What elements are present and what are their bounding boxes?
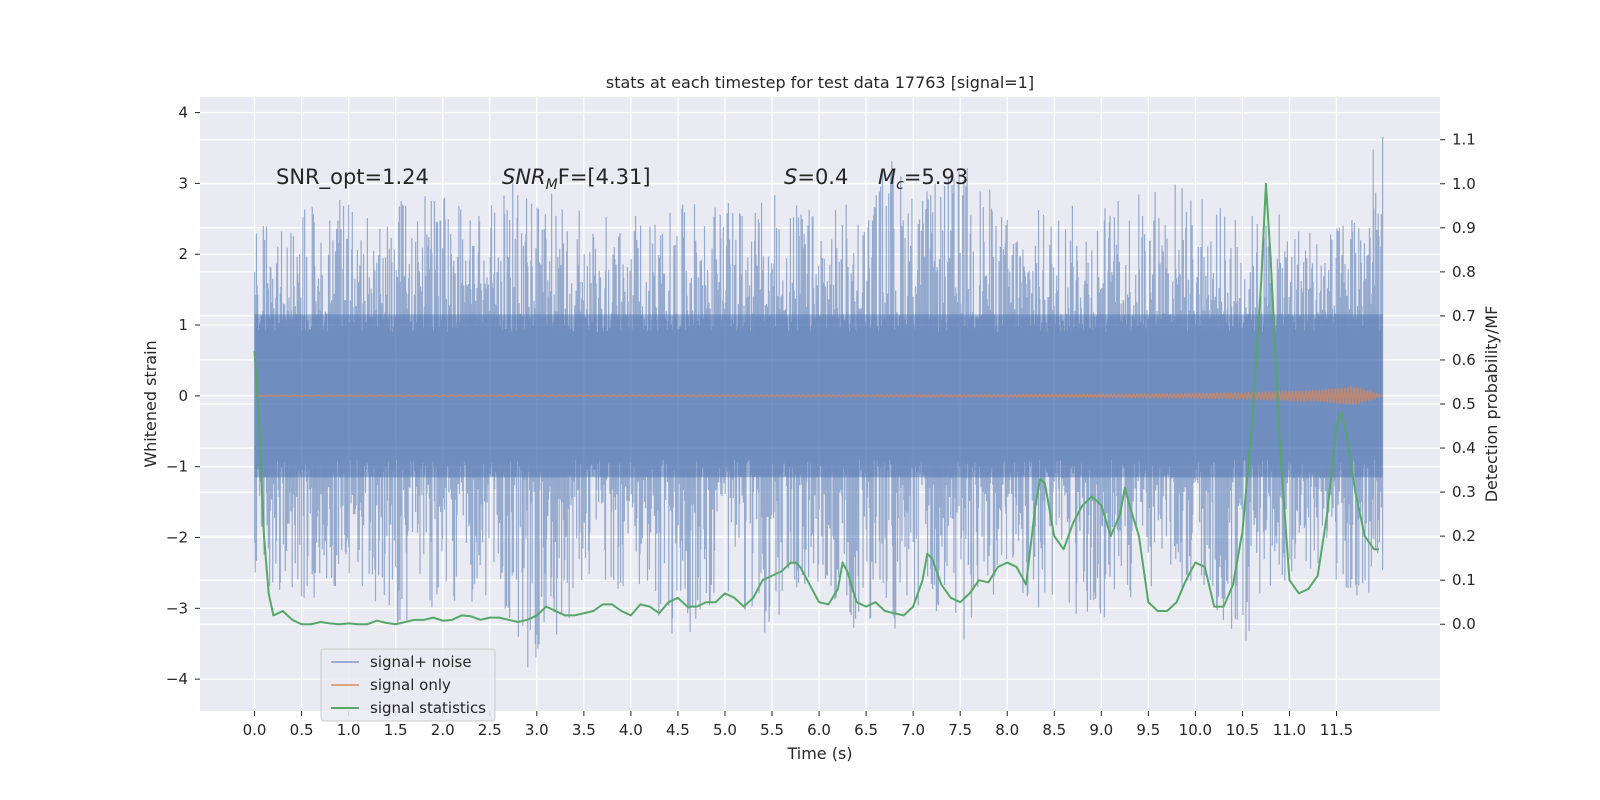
annotation-s-value: =0.4 (797, 165, 848, 189)
y-tick-label: 0 (178, 387, 188, 405)
y2-axis-label: Detection probability/MF (1482, 306, 1501, 503)
x-tick-label: 0.0 (243, 721, 267, 739)
y-tick-label: −3 (166, 599, 188, 617)
y2-tick-label: 0.5 (1452, 395, 1476, 413)
y-tick-label: 4 (178, 104, 188, 122)
x-tick-label: 5.5 (760, 721, 784, 739)
annotation-snr-mf-base: SNR (502, 165, 546, 189)
legend: signal+ noise signal only signal statist… (320, 648, 496, 722)
x-tick-label: 2.0 (431, 721, 455, 739)
signal-only-line (254, 384, 1383, 406)
x-tick-label: 6.0 (807, 721, 831, 739)
x-tick-label: 5.0 (713, 721, 737, 739)
y-tick-label: −4 (166, 670, 188, 688)
x-axis-label: Time (s) (786, 744, 852, 763)
x-tick-labels: 0.0 0.5 1.0 1.5 2.0 2.5 3.0 3.5 4.0 4.5 5.0 5.5 6.0 6… (243, 711, 1353, 739)
x-tick-label: 7.0 (901, 721, 925, 739)
signal-statistics-series (253, 182, 1379, 626)
x-tick-label: 6.5 (854, 721, 878, 739)
x-tick-label: 1.5 (384, 721, 408, 739)
legend-box (320, 648, 496, 722)
chart-title: stats at each timestep for test data 177… (606, 73, 1034, 92)
annotation-mc-value: =5.93 (904, 165, 968, 189)
annotation-mc: Mc=5.93 (878, 165, 968, 193)
y2-tick-label: 1.1 (1452, 131, 1476, 149)
x-tick-label: 10.5 (1226, 721, 1259, 739)
y-axis-label: Whitened strain (141, 340, 160, 467)
y-tick-label: 3 (178, 174, 188, 192)
y2-tick-label: 0.8 (1452, 263, 1476, 281)
legend-label-signal-only: signal only (370, 676, 451, 694)
x-tick-label: 9.0 (1089, 721, 1113, 739)
legend-label-signal-statistics: signal statistics (370, 699, 486, 717)
annotation-mc-sub: c (896, 177, 904, 193)
annotation-s: S=0.4 (784, 165, 848, 189)
y-tick-label: −1 (166, 458, 188, 476)
x-tick-label: 9.5 (1136, 721, 1160, 739)
x-tick-label: 0.5 (290, 721, 314, 739)
y2-tick-label: 1.0 (1452, 175, 1476, 193)
y2-tick-label: 0.7 (1452, 307, 1476, 325)
y2-tick-labels: 1.1 1.0 0.9 0.8 0.7 0.6 0.5 0.4 0.3 0.2 0.1 0.0 (1440, 131, 1476, 633)
y2-tick-label: 0.9 (1452, 219, 1476, 237)
x-tick-label: 4.5 (666, 721, 690, 739)
y2-tick-label: 0.0 (1452, 615, 1476, 633)
annotation-snr-mf-sub: M (546, 177, 558, 193)
y2-tick-label: 0.6 (1452, 351, 1476, 369)
signal-statistics-line (253, 182, 1379, 626)
x-tick-label: 7.5 (948, 721, 972, 739)
signal-only-series (254, 384, 1383, 406)
x-tick-label: 2.5 (478, 721, 502, 739)
annotation-mc-symbol: M (878, 165, 896, 189)
y2-tick-label: 0.2 (1452, 527, 1476, 545)
y-tick-label: 2 (178, 245, 188, 263)
x-tick-label: 10.0 (1179, 721, 1212, 739)
x-tick-label: 4.0 (619, 721, 643, 739)
legend-label-signal-noise: signal+ noise (370, 653, 472, 671)
x-tick-label: 11.5 (1320, 721, 1353, 739)
y2-tick-label: 0.3 (1452, 483, 1476, 501)
y-tick-label: −2 (166, 528, 188, 546)
annotation-snr-mf: SNRMF=[4.31] (502, 165, 651, 193)
y-tick-labels: 4 3 2 1 0 −1 −2 −3 −4 (166, 104, 200, 688)
x-tick-label: 3.0 (525, 721, 549, 739)
x-tick-label: 1.0 (337, 721, 361, 739)
annotation-s-symbol: S (784, 165, 797, 189)
y-tick-label: 1 (178, 316, 188, 334)
x-tick-label: 3.5 (572, 721, 596, 739)
annotation-snr-mf-rest: F=[4.31] (558, 165, 651, 189)
x-tick-label: 8.0 (995, 721, 1019, 739)
x-tick-label: 8.5 (1042, 721, 1066, 739)
x-tick-label: 11.0 (1273, 721, 1306, 739)
y2-tick-label: 0.1 (1452, 571, 1476, 589)
annotation-snr-opt: SNR_opt=1.24 (276, 165, 429, 190)
y2-tick-label: 0.4 (1452, 439, 1476, 457)
